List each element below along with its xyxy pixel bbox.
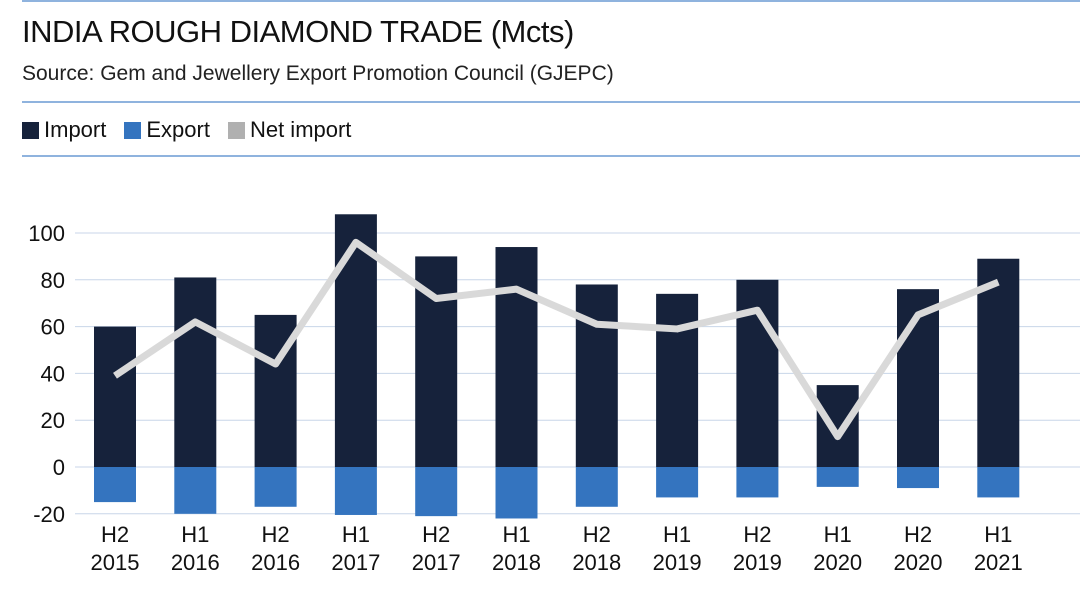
x-tick-label: 2020 <box>813 550 862 575</box>
x-tick-label: H2 <box>101 522 129 547</box>
x-tick-label: H2 <box>262 522 290 547</box>
legend-swatch <box>22 121 39 139</box>
x-tick-label: H1 <box>663 522 691 547</box>
divider <box>22 101 1080 103</box>
legend-item-import: Import <box>22 117 106 143</box>
legend-item-export: Export <box>124 117 210 143</box>
legend: Import Export Net import <box>22 117 351 143</box>
bar-export <box>977 467 1020 498</box>
x-tick-label: H1 <box>984 522 1012 547</box>
x-tick-label: H2 <box>904 522 932 547</box>
bar-export <box>816 467 859 487</box>
legend-swatch <box>124 121 142 139</box>
x-tick-label: 2015 <box>91 550 140 575</box>
y-tick-label: 20 <box>41 408 65 433</box>
bar-import <box>495 247 538 467</box>
bar-import <box>174 277 217 467</box>
net-import-line <box>113 238 1000 441</box>
bar-export <box>174 467 217 514</box>
bar-import <box>94 326 136 467</box>
legend-label: Import <box>44 117 107 142</box>
bar-export <box>736 467 779 498</box>
y-tick-label: 80 <box>41 268 65 293</box>
y-tick-label: 40 <box>41 361 65 386</box>
legend-item-net-import: Net import <box>227 117 352 143</box>
bar-export <box>575 467 618 507</box>
bar-import <box>575 284 618 467</box>
x-tick-label: 2021 <box>974 550 1023 575</box>
y-tick-label: 0 <box>53 455 65 480</box>
x-tick-label: 2018 <box>572 550 621 575</box>
x-tick-label: 2018 <box>492 550 541 575</box>
x-tick-label: 2019 <box>653 550 702 575</box>
bar-export <box>656 467 699 498</box>
bar-export <box>897 467 939 489</box>
bar-export <box>94 467 136 503</box>
x-tick-label: 2017 <box>412 550 461 575</box>
bar-export <box>334 467 377 515</box>
divider <box>22 155 1080 157</box>
y-tick-label: 60 <box>41 315 65 340</box>
x-tick-label: 2016 <box>251 550 300 575</box>
bar-export <box>415 467 458 517</box>
x-tick-label: 2019 <box>733 550 782 575</box>
legend-swatch <box>227 121 245 139</box>
x-tick-label: H1 <box>502 522 530 547</box>
x-tick-label: 2020 <box>894 550 943 575</box>
x-tick-label: H2 <box>743 522 771 547</box>
legend-label: Export <box>146 117 210 142</box>
chart-subtitle: Source: Gem and Jewellery Export Promoti… <box>22 62 614 85</box>
bar-export <box>495 467 538 519</box>
x-tick-label: H1 <box>181 522 209 547</box>
x-tick-label: H1 <box>824 522 852 547</box>
bar-import <box>977 258 1020 467</box>
bar-import <box>816 385 859 467</box>
bar-export <box>254 467 297 507</box>
bar-import <box>656 293 699 467</box>
chart-title: INDIA ROUGH DIAMOND TRADE (Mcts) <box>22 14 574 49</box>
y-tick-label: 100 <box>28 221 65 246</box>
top-rule <box>22 0 1080 2</box>
x-tick-label: H2 <box>583 522 611 547</box>
x-tick-label: H2 <box>422 522 450 547</box>
y-tick-label: -20 <box>33 502 65 527</box>
x-tick-label: 2016 <box>171 550 220 575</box>
legend-label: Net import <box>249 117 352 142</box>
x-tick-label: 2017 <box>331 550 380 575</box>
x-tick-label: H1 <box>342 522 370 547</box>
